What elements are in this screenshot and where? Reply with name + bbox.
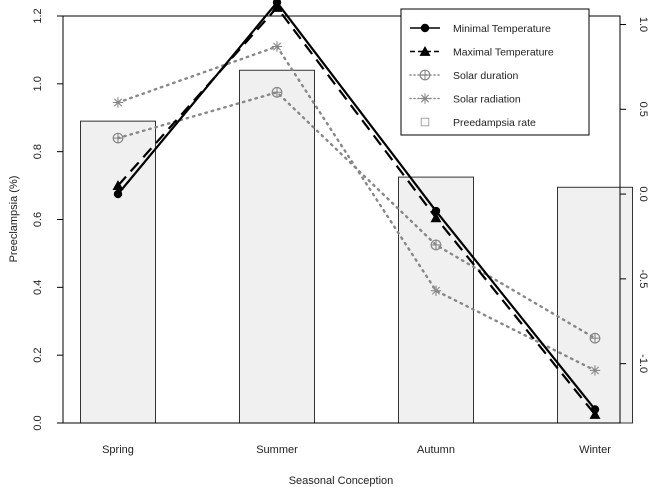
legend-item-minimal-temperature: Minimal Temperature xyxy=(410,23,551,35)
legend-marker xyxy=(420,117,430,127)
marker-solar-duration xyxy=(271,86,283,98)
marker-maximal-temperature xyxy=(112,180,124,190)
x-tick-label: Spring xyxy=(102,444,134,456)
y-tick-label: 0.2 xyxy=(32,348,44,363)
legend-label: Solar duration xyxy=(453,70,519,82)
y2-tick-label: -1.0 xyxy=(637,354,649,373)
y-tick-label: 0.4 xyxy=(32,280,44,295)
x-tick-label: Autumn xyxy=(417,444,455,456)
series-line-minimal-temperature xyxy=(117,0,596,411)
marker-solar-radiation xyxy=(112,97,124,108)
legend-label: Maximal Temperature xyxy=(453,47,554,59)
x-tick-label: Winter xyxy=(579,444,611,456)
marker-solar-duration xyxy=(430,239,442,251)
y-axis-right: -1.0 -0.5 0.0 0.5 1.0 xyxy=(620,17,649,373)
marker-solar-duration xyxy=(589,332,601,344)
marker-maximal-temperature xyxy=(589,409,601,419)
legend-item-solar-radiation: Solar radiation xyxy=(409,93,521,106)
y-tick-label: 0.8 xyxy=(32,144,44,159)
bar-summer xyxy=(239,69,315,424)
y2-tick-label: 1.0 xyxy=(637,17,649,32)
y2-tick-label: 0.5 xyxy=(637,102,649,117)
marker-maximal-temperature xyxy=(430,212,442,223)
y-axis-title: Preeclampsia (%) xyxy=(8,176,20,263)
marker-minimal-temperature xyxy=(431,206,441,216)
legend-label: Minimal Temperature xyxy=(453,23,551,35)
x-axis: Spring Summer Autumn Winter xyxy=(102,444,611,456)
legend-marker xyxy=(420,23,430,33)
x-axis-title: Seasonal Conception xyxy=(289,475,394,487)
marker-minimal-temperature xyxy=(113,189,123,199)
legend: Minimal Temperature Maximal Temperature So… xyxy=(400,8,590,136)
marker-solar-duration xyxy=(112,132,124,144)
bar-group xyxy=(80,69,633,424)
legend-label: Preedampsia rate xyxy=(453,117,536,129)
series-lines xyxy=(116,0,597,416)
marker-minimal-temperature xyxy=(272,0,282,7)
y2-tick-label: -0.5 xyxy=(637,269,649,288)
y-tick-label: 0.0 xyxy=(32,415,44,430)
marker-solar-radiation xyxy=(589,365,601,376)
series-line-solar-duration xyxy=(116,90,597,340)
legend-item-maximal-temperature: Maximal Temperature xyxy=(410,46,554,59)
legend-box xyxy=(400,8,590,136)
bar-spring xyxy=(80,120,156,424)
marker-minimal-temperature xyxy=(590,405,600,414)
marker-solar-radiation xyxy=(430,285,442,296)
legend-marker xyxy=(419,46,431,56)
legend-item-solar-duration: Solar duration xyxy=(409,69,519,82)
series-markers xyxy=(112,0,601,419)
x-tick-label: Summer xyxy=(256,444,298,456)
marker-solar-radiation xyxy=(271,41,283,52)
y-tick-label: 1.2 xyxy=(32,8,44,23)
legend-marker xyxy=(419,93,431,104)
y2-tick-label: 0.0 xyxy=(637,186,649,201)
y-tick-label: 1.0 xyxy=(32,76,44,91)
y-tick-label: 0.6 xyxy=(32,212,44,227)
legend-item-preedampsia-rate: Preedampsia rate xyxy=(420,117,536,129)
bar-winter xyxy=(557,186,633,424)
y-axis-left: 0.0 0.2 0.4 0.6 0.8 1.0 1.2 xyxy=(32,8,63,431)
legend-marker xyxy=(419,69,431,81)
legend-label: Solar radiation xyxy=(453,94,521,106)
marker-maximal-temperature xyxy=(271,2,283,12)
